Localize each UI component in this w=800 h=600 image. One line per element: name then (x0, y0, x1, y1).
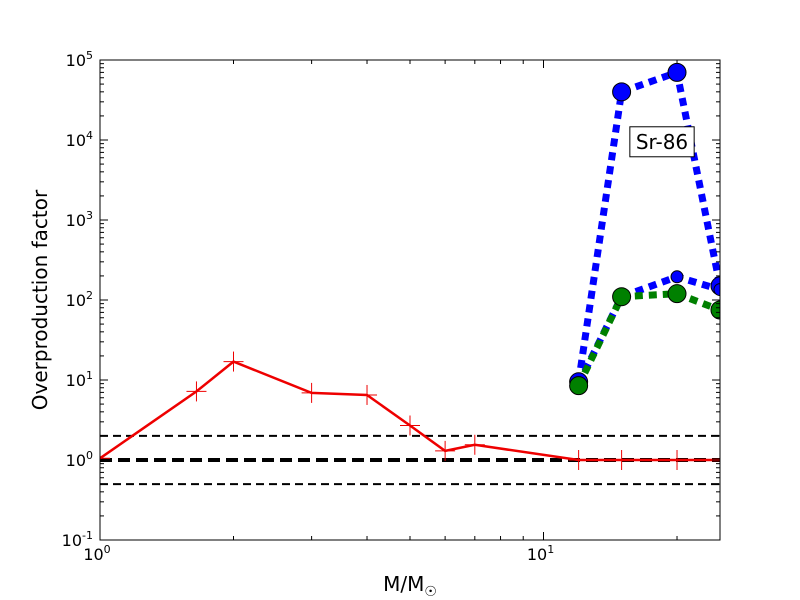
series-line-1 (575, 67, 720, 383)
series-0-point (100, 448, 110, 469)
series-line-2 (575, 273, 720, 386)
series-0-point (186, 381, 207, 402)
x-tick-label: 101 (527, 543, 554, 564)
series-3-point (569, 376, 589, 396)
series-0-point (400, 415, 420, 436)
series-0-point (611, 450, 632, 470)
y-tick-label: 100 (66, 449, 93, 470)
annotation-box (629, 126, 695, 158)
series-1-point (612, 82, 632, 102)
y-tick-label: 105 (66, 49, 93, 70)
series-0-point (301, 382, 322, 403)
y-tick-label: 10-1 (62, 529, 93, 550)
y-tick-label: 104 (66, 129, 93, 150)
annotation-0: Sr-86 (629, 126, 695, 158)
series-line-3 (575, 290, 720, 388)
series-0-point (464, 434, 485, 455)
y-tick-label: 102 (66, 289, 93, 310)
y-tick-label: 103 (66, 209, 93, 230)
series-2-point (713, 283, 720, 297)
series-2-point (670, 270, 684, 284)
series-3-point (667, 284, 687, 304)
x-tick-label: 100 (83, 543, 110, 564)
series-0-point (568, 450, 589, 470)
series-0-point (435, 440, 456, 461)
annotation-text: Sr-86 (636, 130, 688, 154)
series-0-point (223, 351, 244, 372)
series-3-point (710, 300, 720, 320)
y-axis-label: Overproduction factor (28, 189, 52, 410)
x-axis-label: M/M☉ (383, 572, 437, 600)
series-0-point (667, 450, 688, 470)
series-0-point (357, 384, 378, 405)
series-3-point (612, 287, 632, 307)
y-tick-label: 101 (66, 369, 93, 390)
series-1-point (667, 62, 687, 82)
